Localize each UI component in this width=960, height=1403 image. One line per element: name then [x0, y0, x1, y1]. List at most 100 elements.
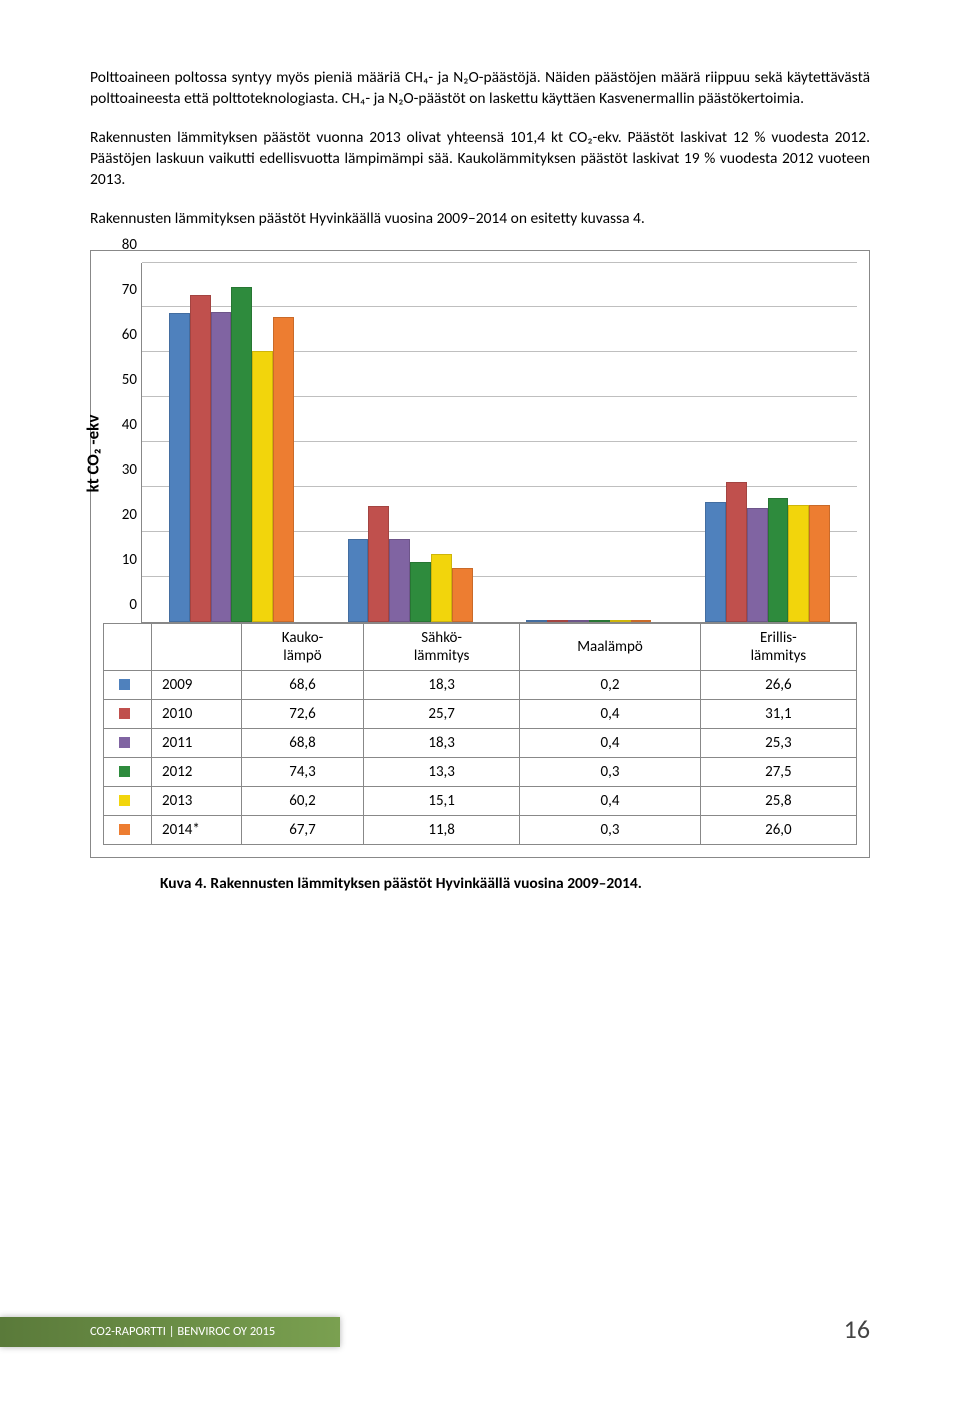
data-cell: 18,3 [364, 670, 520, 699]
data-cell: 15,1 [364, 786, 520, 815]
bar [169, 313, 190, 622]
figure-caption: Kuva 4. Rakennusten lämmityksen päästöt … [160, 874, 870, 893]
bar [431, 554, 452, 622]
bar [231, 287, 252, 621]
table-row: 200968,618,30,226,6 [104, 670, 857, 699]
plot-area: kt CO₂ -ekv 01020304050607080 [103, 263, 857, 623]
y-tick: 10 [107, 551, 137, 569]
y-tick: 50 [107, 371, 137, 389]
data-table: Kauko-lämpöSähkö-lämmitysMaalämpöErillis… [103, 623, 857, 845]
data-cell: 13,3 [364, 757, 520, 786]
data-cell: 27,5 [700, 757, 856, 786]
bar [273, 317, 294, 622]
bar [526, 620, 547, 622]
legend-swatch [119, 737, 130, 748]
y-tick: 30 [107, 461, 137, 479]
legend-swatch [119, 824, 130, 835]
footer-bar: CO2-RAPORTTI | BENVIROC OY 2015 [0, 1317, 340, 1347]
bar [568, 620, 589, 622]
bar-group [169, 287, 294, 621]
legend-swatch-cell [104, 757, 152, 786]
y-tick: 20 [107, 506, 137, 524]
bar [610, 620, 631, 622]
legend-swatch [119, 795, 130, 806]
data-cell: 0,3 [520, 757, 701, 786]
legend-swatch-cell [104, 815, 152, 844]
table-row: 201072,625,70,431,1 [104, 699, 857, 728]
chart-figure: kt CO₂ -ekv 01020304050607080 Kauko-lämp… [90, 250, 870, 858]
bar [211, 312, 232, 622]
legend-swatch-cell [104, 728, 152, 757]
y-axis-label: kt CO₂ -ekv [83, 303, 104, 603]
data-cell: 11,8 [364, 815, 520, 844]
column-header: Sähkö-lämmitys [364, 623, 520, 670]
data-cell: 25,8 [700, 786, 856, 815]
legend-swatch [119, 679, 130, 690]
table-row: 2014*67,711,80,326,0 [104, 815, 857, 844]
bar-group [348, 506, 473, 622]
y-tick: 80 [107, 236, 137, 254]
page-footer: CO2-RAPORTTI | BENVIROC OY 2015 16 [0, 1317, 960, 1353]
gridline [142, 262, 857, 263]
page-number: 16 [844, 1313, 870, 1345]
table-row: 201274,313,30,327,5 [104, 757, 857, 786]
bar [547, 620, 568, 622]
bar [631, 620, 652, 622]
bar [747, 508, 768, 622]
data-cell: 60,2 [242, 786, 364, 815]
bar [368, 506, 389, 622]
column-header: Maalämpö [520, 623, 701, 670]
legend-swatch-cell [104, 670, 152, 699]
legend-swatch [119, 766, 130, 777]
data-cell: 26,0 [700, 815, 856, 844]
data-cell: 25,7 [364, 699, 520, 728]
table-row: 201360,215,10,425,8 [104, 786, 857, 815]
bar [589, 620, 610, 622]
paragraph-2: Rakennusten lämmityksen päästöt vuonna 2… [90, 128, 870, 191]
bar [410, 562, 431, 622]
y-tick: 0 [107, 596, 137, 614]
series-label: 2013 [152, 786, 242, 815]
bar [252, 351, 273, 622]
legend-swatch-cell [104, 786, 152, 815]
table-row: 201168,818,30,425,3 [104, 728, 857, 757]
data-cell: 31,1 [700, 699, 856, 728]
bar [788, 505, 809, 621]
legend-swatch [119, 708, 130, 719]
series-label: 2011 [152, 728, 242, 757]
y-tick: 60 [107, 326, 137, 344]
data-cell: 25,3 [700, 728, 856, 757]
bar [809, 505, 830, 622]
bar-group [705, 482, 830, 622]
data-cell: 0,4 [520, 786, 701, 815]
series-label: 2009 [152, 670, 242, 699]
bar [348, 539, 369, 621]
bar [726, 482, 747, 622]
bar [389, 539, 410, 621]
data-cell: 72,6 [242, 699, 364, 728]
data-cell: 74,3 [242, 757, 364, 786]
bar-group [526, 620, 651, 622]
column-header: Erillis-lämmitys [700, 623, 856, 670]
data-cell: 0,2 [520, 670, 701, 699]
series-label: 2012 [152, 757, 242, 786]
data-cell: 68,6 [242, 670, 364, 699]
column-header: Kauko-lämpö [242, 623, 364, 670]
data-cell: 67,7 [242, 815, 364, 844]
data-cell: 0,4 [520, 728, 701, 757]
y-tick: 40 [107, 416, 137, 434]
y-tick: 70 [107, 281, 137, 299]
data-cell: 0,4 [520, 699, 701, 728]
paragraph-1: Polttoaineen poltossa syntyy myös pieniä… [90, 68, 870, 110]
bar [190, 295, 211, 622]
bar [705, 502, 726, 622]
bar [768, 498, 789, 622]
series-label: 2014* [152, 815, 242, 844]
bar [452, 568, 473, 621]
data-cell: 26,6 [700, 670, 856, 699]
data-cell: 18,3 [364, 728, 520, 757]
legend-swatch-cell [104, 699, 152, 728]
paragraph-3: Rakennusten lämmityksen päästöt Hyvinkää… [90, 209, 870, 230]
data-cell: 0,3 [520, 815, 701, 844]
data-cell: 68,8 [242, 728, 364, 757]
